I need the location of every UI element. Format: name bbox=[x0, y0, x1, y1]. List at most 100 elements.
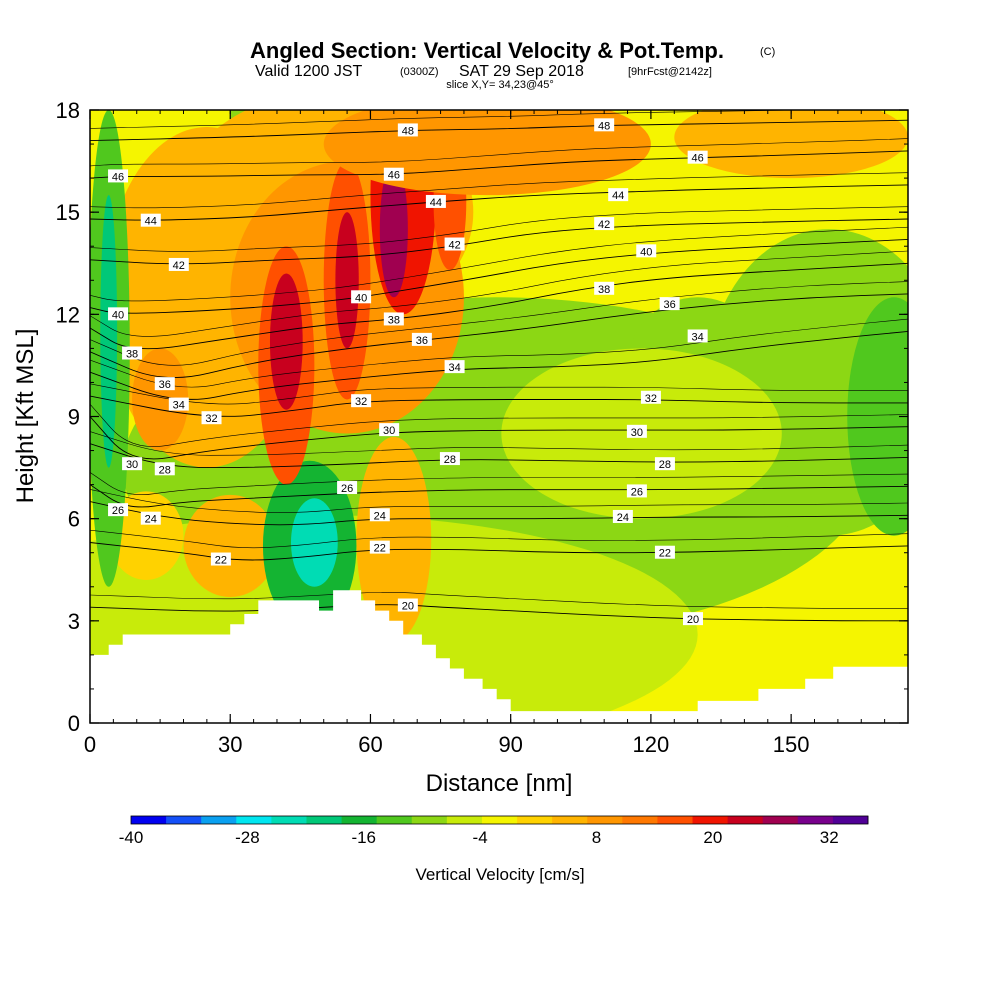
y-tick-label: 6 bbox=[68, 507, 80, 532]
theta-contour-minor bbox=[90, 138, 908, 167]
colorbar-swatch-19 bbox=[797, 816, 834, 824]
theta-contour-30 bbox=[90, 416, 908, 460]
svg-text:30: 30 bbox=[631, 427, 643, 439]
velocity-cell-14 bbox=[290, 498, 338, 587]
velocity-cell-26 bbox=[674, 110, 908, 179]
theta-contour-24 bbox=[90, 501, 908, 526]
theta-contour-minor bbox=[90, 529, 908, 549]
valid-line: Valid 1200 JST (0300Z) SAT 29 Sep 2018 [… bbox=[255, 63, 712, 80]
theta-contour-minor bbox=[90, 489, 908, 513]
contour-label-42: 42 bbox=[444, 237, 465, 252]
contour-label-30: 30 bbox=[626, 424, 647, 439]
y-tick-label: 15 bbox=[56, 200, 80, 225]
chart-title-suffix: (C) bbox=[760, 46, 775, 58]
svg-text:22: 22 bbox=[659, 548, 671, 560]
svg-text:20: 20 bbox=[402, 601, 414, 613]
contour-label-38: 38 bbox=[383, 312, 404, 326]
y-tick-label: 3 bbox=[68, 609, 80, 634]
svg-text:44: 44 bbox=[430, 197, 442, 209]
theta-contour-48 bbox=[90, 119, 908, 142]
contour-label-28: 28 bbox=[654, 457, 675, 471]
valid-prefix: Valid 1200 JST bbox=[255, 63, 363, 80]
velocity-cell-3 bbox=[847, 297, 908, 536]
svg-text:38: 38 bbox=[126, 348, 138, 360]
svg-text:36: 36 bbox=[663, 299, 675, 311]
svg-text:48: 48 bbox=[402, 125, 414, 137]
contour-label-38: 38 bbox=[594, 281, 615, 296]
colorbar-swatch-14 bbox=[622, 816, 658, 824]
contour-label-22: 22 bbox=[369, 540, 390, 555]
chart-title: Angled Section: Vertical Velocity & Pot.… bbox=[250, 38, 724, 63]
theta-contour-minor bbox=[90, 172, 908, 209]
contour-label-46: 46 bbox=[687, 150, 708, 165]
valid-date: SAT 29 Sep 2018 bbox=[459, 63, 584, 80]
contour-label-32: 32 bbox=[640, 390, 661, 405]
colorbar-tick-label: -16 bbox=[351, 828, 376, 847]
contour-label-30: 30 bbox=[122, 457, 143, 471]
contour-label-44: 44 bbox=[140, 213, 161, 228]
theta-contour-38 bbox=[90, 262, 908, 350]
contour-label-22: 22 bbox=[210, 552, 231, 567]
x-axis-label: Distance [nm] bbox=[426, 770, 573, 797]
colorbar-tick-label: -40 bbox=[119, 828, 144, 847]
colorbar-swatch-5 bbox=[306, 816, 342, 824]
velocity-cell-8 bbox=[183, 494, 277, 597]
svg-text:38: 38 bbox=[598, 284, 610, 296]
theta-contour-20 bbox=[90, 604, 908, 622]
colorbar-ticks: -40 -28 -16 -4 8 20 32 bbox=[119, 828, 839, 847]
contour-label-26: 26 bbox=[626, 484, 647, 498]
svg-text:22: 22 bbox=[374, 543, 386, 555]
velocity-cell-21 bbox=[335, 212, 359, 349]
contour-label-34: 34 bbox=[687, 329, 708, 343]
svg-text:32: 32 bbox=[355, 396, 367, 408]
svg-text:36: 36 bbox=[416, 335, 428, 347]
contour-label-34: 34 bbox=[168, 397, 189, 412]
colorbar-swatch-9 bbox=[446, 816, 483, 824]
theta-contour-36 bbox=[90, 293, 908, 379]
x-axis: 0 30 60 90 120 150 bbox=[84, 110, 886, 757]
velocity-cell-19 bbox=[269, 273, 303, 410]
colorbar-tick-label: 20 bbox=[703, 828, 722, 847]
y-tick-label: 18 bbox=[56, 98, 80, 123]
svg-text:26: 26 bbox=[112, 505, 124, 517]
contour-label-48: 48 bbox=[594, 118, 615, 132]
contour-label-32: 32 bbox=[351, 394, 372, 408]
theta-contour-22 bbox=[90, 542, 908, 561]
velocity-cell-12 bbox=[100, 195, 118, 468]
contour-label-24: 24 bbox=[140, 511, 161, 526]
x-tick-label: 60 bbox=[358, 732, 382, 757]
theta-contour-46 bbox=[90, 150, 908, 179]
svg-text:36: 36 bbox=[159, 379, 171, 391]
svg-text:40: 40 bbox=[640, 246, 652, 258]
contour-label-20: 20 bbox=[397, 598, 418, 613]
svg-text:42: 42 bbox=[598, 219, 610, 231]
plot-area: 20 20 22 22 22 24 24 24 26 26 26 28 28 28 30 30 30 32 32 32… bbox=[90, 110, 908, 723]
valid-utc: (0300Z) bbox=[400, 66, 439, 78]
contour-label-48: 48 bbox=[397, 123, 418, 137]
svg-text:46: 46 bbox=[692, 153, 704, 165]
theta-contour-minor bbox=[90, 226, 908, 302]
svg-text:24: 24 bbox=[617, 512, 629, 524]
svg-text:20: 20 bbox=[687, 614, 699, 626]
colorbar-swatch-6 bbox=[341, 816, 378, 824]
contour-label-36: 36 bbox=[659, 297, 680, 311]
colorbar-swatch-18 bbox=[762, 816, 799, 824]
forecast-label: [9hrFcst@2142z] bbox=[628, 66, 712, 78]
x-tick-label: 0 bbox=[84, 732, 96, 757]
svg-text:24: 24 bbox=[145, 514, 157, 526]
velocity-cell-23 bbox=[379, 161, 408, 298]
theta-contour-26 bbox=[90, 484, 908, 508]
svg-text:26: 26 bbox=[631, 486, 643, 498]
contour-label-26: 26 bbox=[337, 481, 358, 495]
theta-contour-minor bbox=[90, 383, 908, 405]
colorbar-frame bbox=[130, 815, 869, 825]
x-tick-label: 30 bbox=[218, 732, 242, 757]
colorbar-swatch-0 bbox=[131, 816, 167, 824]
contour-label-46: 46 bbox=[108, 169, 129, 183]
svg-text:42: 42 bbox=[173, 260, 185, 272]
colorbar-swatch-4 bbox=[271, 816, 307, 824]
contour-label-42: 42 bbox=[594, 217, 615, 231]
svg-text:34: 34 bbox=[173, 400, 185, 412]
x-tick-label: 120 bbox=[633, 732, 670, 757]
